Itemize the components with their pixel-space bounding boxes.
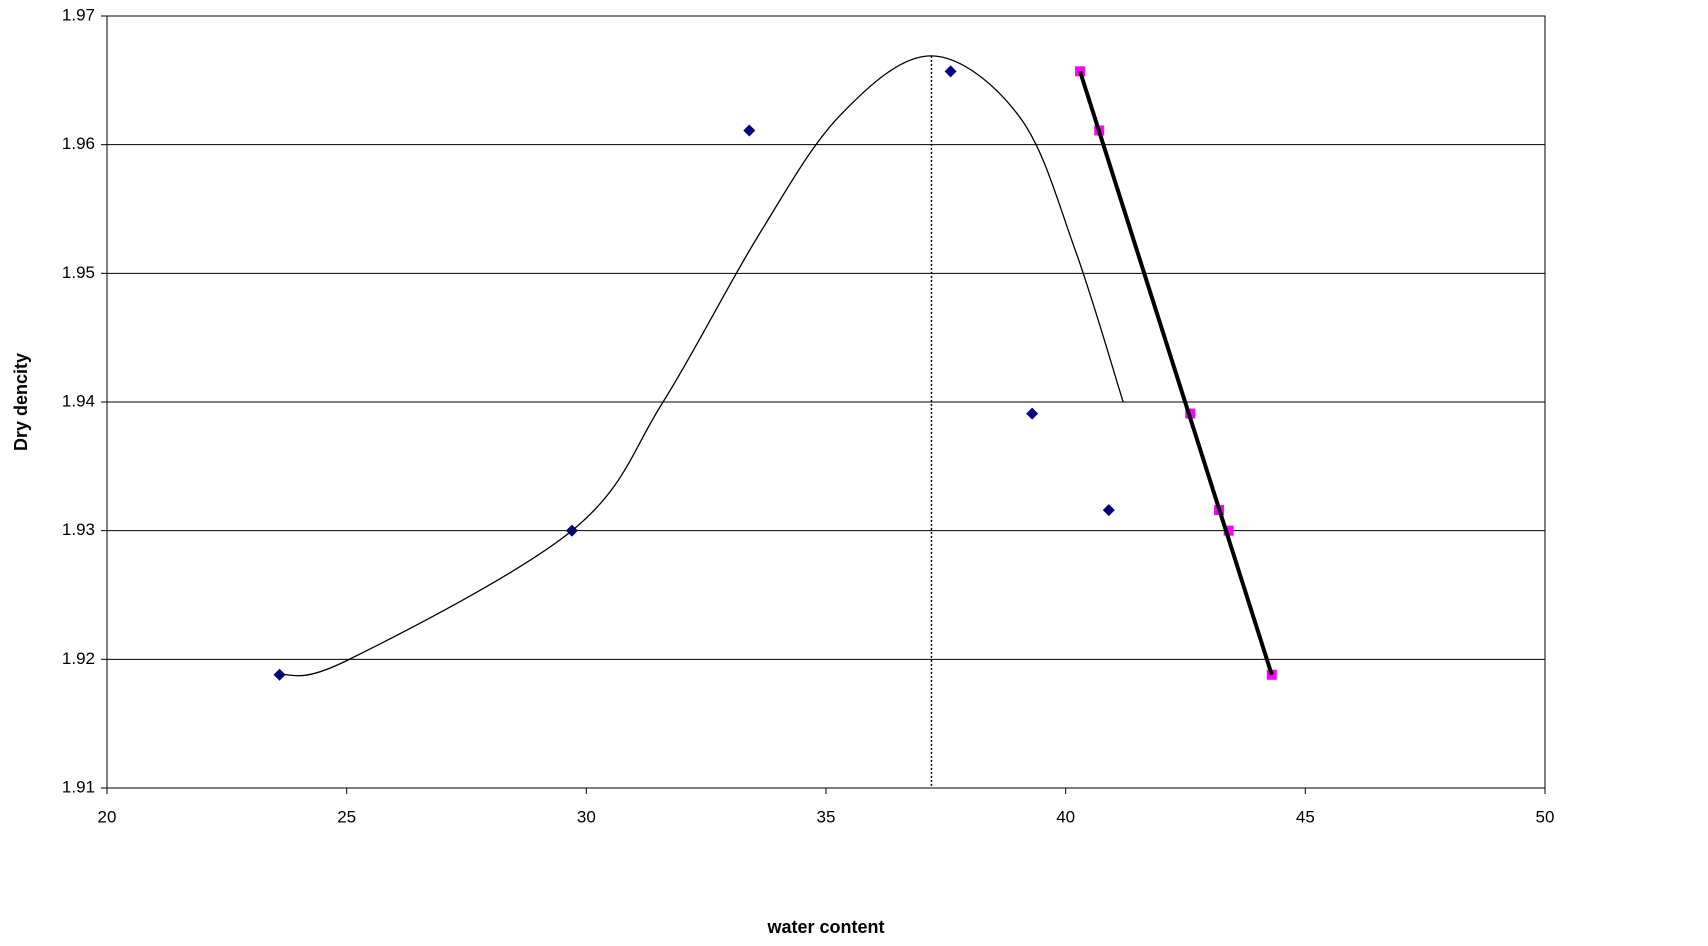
x-tick-label: 45 <box>1296 807 1315 826</box>
x-axis-title: water content <box>766 917 884 937</box>
y-tick-label: 1.91 <box>62 777 95 796</box>
x-tick-label: 25 <box>337 807 356 826</box>
y-tick-label: 1.92 <box>62 649 95 668</box>
y-axis-title: Dry dencity <box>11 353 31 451</box>
x-tick-label: 20 <box>98 807 117 826</box>
x-tick-label: 40 <box>1056 807 1075 826</box>
x-tick-label: 35 <box>817 807 836 826</box>
y-tick-label: 1.95 <box>62 263 95 282</box>
trend-line <box>1080 71 1272 674</box>
y-tick-label: 1.96 <box>62 134 95 153</box>
x-tick-label: 50 <box>1536 807 1555 826</box>
chart: water content Dry dencity 1.91 1.92 1.93 1.… <box>0 0 1708 946</box>
page: water content Dry dencity 1.91 1.92 1.93 1.… <box>0 0 1708 946</box>
y-tick-label: 1.94 <box>62 391 95 410</box>
trend-line <box>280 56 1124 676</box>
y-tick-label: 1.97 <box>62 5 95 24</box>
x-tick-label: 30 <box>577 807 596 826</box>
point <box>1026 408 1038 420</box>
point <box>1103 504 1115 516</box>
point <box>945 65 957 77</box>
y-tick-label: 1.93 <box>62 520 95 539</box>
point <box>743 125 755 137</box>
